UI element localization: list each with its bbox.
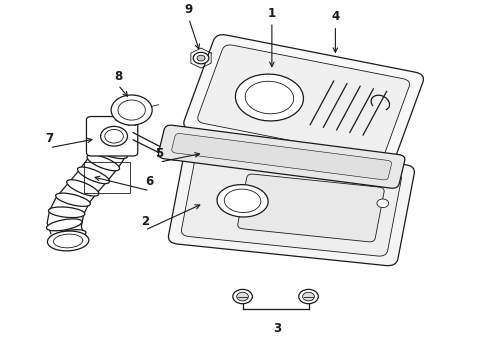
FancyBboxPatch shape bbox=[184, 35, 423, 167]
Text: 6: 6 bbox=[146, 175, 154, 188]
Circle shape bbox=[233, 289, 252, 304]
Text: 8: 8 bbox=[114, 69, 122, 82]
Ellipse shape bbox=[235, 74, 303, 121]
Ellipse shape bbox=[48, 231, 89, 251]
Ellipse shape bbox=[100, 126, 127, 146]
Ellipse shape bbox=[49, 207, 85, 217]
Circle shape bbox=[193, 52, 209, 64]
Ellipse shape bbox=[56, 193, 90, 206]
Circle shape bbox=[237, 292, 248, 301]
Ellipse shape bbox=[53, 234, 83, 248]
Ellipse shape bbox=[87, 155, 120, 171]
FancyBboxPatch shape bbox=[197, 45, 410, 157]
Ellipse shape bbox=[67, 180, 99, 196]
FancyBboxPatch shape bbox=[172, 134, 392, 180]
Text: 3: 3 bbox=[273, 322, 281, 335]
Text: 1: 1 bbox=[268, 7, 276, 20]
Ellipse shape bbox=[224, 189, 261, 212]
FancyBboxPatch shape bbox=[86, 117, 138, 156]
Circle shape bbox=[377, 199, 389, 208]
FancyBboxPatch shape bbox=[181, 153, 401, 256]
Circle shape bbox=[299, 289, 318, 304]
Ellipse shape bbox=[47, 219, 82, 231]
Circle shape bbox=[197, 55, 205, 61]
Text: 4: 4 bbox=[331, 10, 340, 23]
Ellipse shape bbox=[245, 81, 294, 114]
Text: 7: 7 bbox=[46, 132, 53, 145]
Circle shape bbox=[303, 292, 315, 301]
Ellipse shape bbox=[217, 185, 268, 217]
FancyBboxPatch shape bbox=[158, 125, 405, 188]
Ellipse shape bbox=[105, 130, 123, 143]
Ellipse shape bbox=[50, 230, 86, 242]
Ellipse shape bbox=[77, 167, 109, 184]
Text: 2: 2 bbox=[141, 215, 149, 228]
FancyBboxPatch shape bbox=[169, 143, 415, 266]
Text: 5: 5 bbox=[155, 147, 164, 159]
Circle shape bbox=[111, 95, 152, 125]
FancyBboxPatch shape bbox=[238, 174, 384, 242]
Circle shape bbox=[118, 100, 146, 120]
Text: 9: 9 bbox=[185, 3, 193, 16]
Ellipse shape bbox=[94, 144, 127, 159]
